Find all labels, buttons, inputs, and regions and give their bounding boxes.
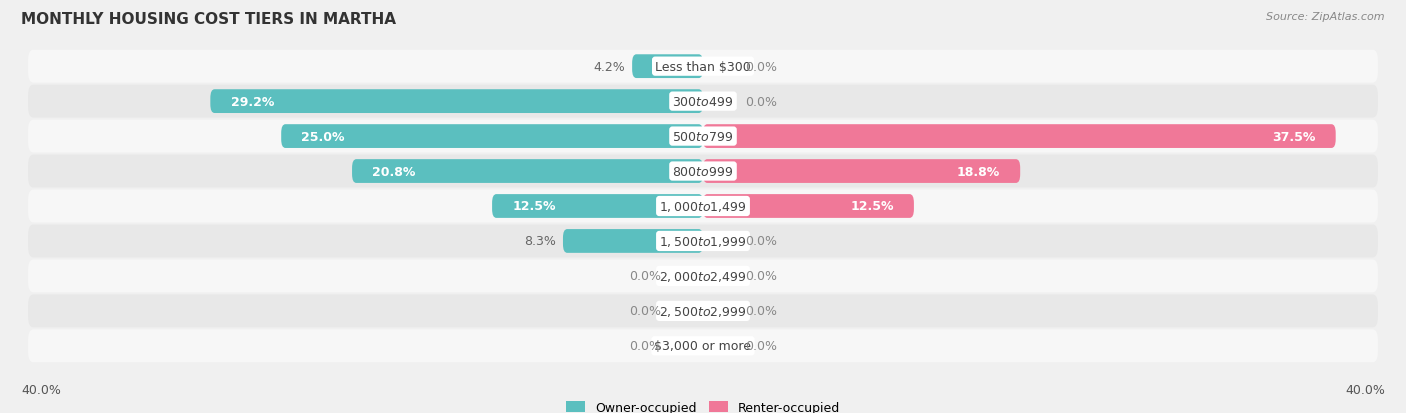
FancyBboxPatch shape <box>352 160 703 183</box>
Text: $1,000 to $1,499: $1,000 to $1,499 <box>659 199 747 214</box>
Text: 18.8%: 18.8% <box>956 165 1000 178</box>
FancyBboxPatch shape <box>28 260 1378 293</box>
FancyBboxPatch shape <box>28 330 1378 362</box>
Text: 37.5%: 37.5% <box>1272 130 1316 143</box>
Text: 20.8%: 20.8% <box>373 165 416 178</box>
FancyBboxPatch shape <box>28 155 1378 188</box>
Text: 0.0%: 0.0% <box>628 339 661 352</box>
FancyBboxPatch shape <box>703 160 1021 183</box>
Text: 0.0%: 0.0% <box>745 235 778 248</box>
Text: MONTHLY HOUSING COST TIERS IN MARTHA: MONTHLY HOUSING COST TIERS IN MARTHA <box>21 12 396 27</box>
Text: 12.5%: 12.5% <box>851 200 894 213</box>
Text: 25.0%: 25.0% <box>301 130 344 143</box>
Text: 0.0%: 0.0% <box>745 339 778 352</box>
FancyBboxPatch shape <box>28 51 1378 83</box>
FancyBboxPatch shape <box>633 55 703 79</box>
FancyBboxPatch shape <box>562 230 703 253</box>
FancyBboxPatch shape <box>28 225 1378 258</box>
Text: 40.0%: 40.0% <box>21 384 60 396</box>
Text: 8.3%: 8.3% <box>524 235 557 248</box>
Text: Less than $300: Less than $300 <box>655 61 751 74</box>
FancyBboxPatch shape <box>281 125 703 149</box>
FancyBboxPatch shape <box>28 190 1378 223</box>
Legend: Owner-occupied, Renter-occupied: Owner-occupied, Renter-occupied <box>567 401 839 413</box>
Text: $3,000 or more: $3,000 or more <box>655 339 751 352</box>
Text: 29.2%: 29.2% <box>231 95 274 108</box>
Text: 12.5%: 12.5% <box>512 200 555 213</box>
FancyBboxPatch shape <box>28 85 1378 118</box>
Text: Source: ZipAtlas.com: Source: ZipAtlas.com <box>1267 12 1385 22</box>
Text: $300 to $499: $300 to $499 <box>672 95 734 108</box>
FancyBboxPatch shape <box>28 120 1378 153</box>
Text: $2,000 to $2,499: $2,000 to $2,499 <box>659 269 747 283</box>
FancyBboxPatch shape <box>703 125 1336 149</box>
Text: $2,500 to $2,999: $2,500 to $2,999 <box>659 304 747 318</box>
Text: $1,500 to $1,999: $1,500 to $1,999 <box>659 235 747 248</box>
Text: $800 to $999: $800 to $999 <box>672 165 734 178</box>
Text: 0.0%: 0.0% <box>745 270 778 283</box>
Text: 0.0%: 0.0% <box>628 305 661 318</box>
Text: $500 to $799: $500 to $799 <box>672 130 734 143</box>
Text: 4.2%: 4.2% <box>593 61 626 74</box>
FancyBboxPatch shape <box>28 295 1378 328</box>
Text: 0.0%: 0.0% <box>745 61 778 74</box>
FancyBboxPatch shape <box>703 195 914 218</box>
FancyBboxPatch shape <box>492 195 703 218</box>
Text: 0.0%: 0.0% <box>628 270 661 283</box>
Text: 40.0%: 40.0% <box>1346 384 1385 396</box>
FancyBboxPatch shape <box>211 90 703 114</box>
Text: 0.0%: 0.0% <box>745 305 778 318</box>
Text: 0.0%: 0.0% <box>745 95 778 108</box>
